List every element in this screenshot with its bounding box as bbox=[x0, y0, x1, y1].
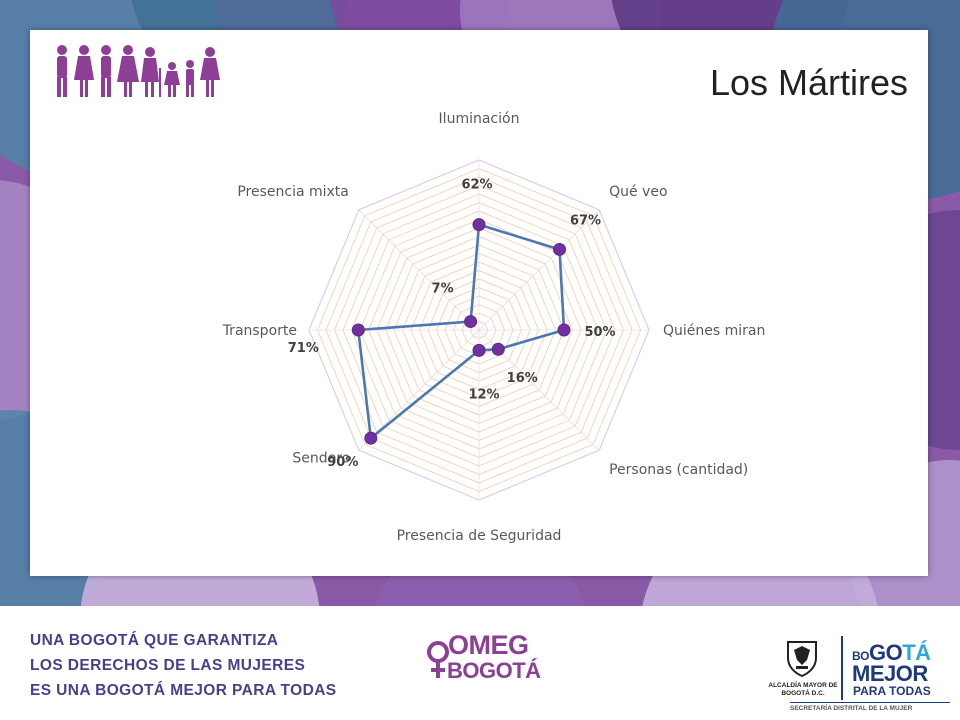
data-point-2 bbox=[557, 323, 571, 337]
axis-label-6: Transporte bbox=[222, 323, 297, 339]
alcaldia-shield-icon bbox=[787, 641, 817, 678]
data-label-2: 50% bbox=[584, 325, 615, 340]
axis-label-2: Quiénes miran bbox=[663, 323, 765, 339]
slogan-line-2: LOS DERECHOS DE LAS MUJERES bbox=[30, 657, 306, 674]
data-label-4: 12% bbox=[468, 387, 499, 402]
alcaldia-text: ALCALDÍA MAYOR DE BOGOTÁ D.C. bbox=[768, 682, 838, 697]
radar-chart: Iluminación Qué veo Quiénes miran Personas … bbox=[222, 111, 766, 544]
omeg-logo-icon bbox=[427, 641, 449, 678]
data-point-3 bbox=[491, 342, 505, 356]
data-label-5: 90% bbox=[327, 455, 358, 470]
omeg-logo-text-top: OMEG bbox=[448, 630, 529, 660]
bogota-mejor-logo-line1: BOGOTÁ bbox=[852, 640, 931, 666]
data-point-0 bbox=[472, 218, 486, 232]
bogota-mejor-logo-line3: PARA TODAS bbox=[853, 684, 931, 698]
axis-label-4: Presencia de Seguridad bbox=[397, 528, 562, 544]
data-label-0: 62% bbox=[461, 178, 492, 193]
data-point-5 bbox=[364, 431, 378, 445]
data-point-7 bbox=[464, 315, 478, 329]
data-point-6 bbox=[351, 323, 365, 337]
data-label-6: 71% bbox=[288, 341, 319, 356]
family-icon bbox=[57, 45, 220, 97]
axis-label-5: Sendero bbox=[292, 451, 350, 467]
axis-label-3: Personas (cantidad) bbox=[609, 462, 748, 478]
slogan-line-1: UNA BOGOTÁ QUE GARANTIZA bbox=[30, 632, 279, 649]
slide-title: Los Mártires bbox=[709, 62, 908, 103]
series-line bbox=[356, 223, 566, 440]
radar-series bbox=[351, 218, 571, 445]
axis-label-7: Presencia mixta bbox=[237, 184, 349, 200]
data-label-3: 16% bbox=[507, 371, 538, 386]
data-point-4 bbox=[472, 343, 486, 357]
chart-card: Iluminación Qué veo Quiénes miran Personas … bbox=[30, 30, 928, 576]
grid-spoke bbox=[358, 209, 480, 331]
data-label-1: 67% bbox=[570, 213, 601, 228]
grid-spoke bbox=[478, 209, 600, 331]
secretaria-text: SECRETARÍA DISTRITAL DE LA MUJER bbox=[790, 702, 950, 712]
data-point-1 bbox=[553, 242, 567, 256]
omeg-logo-text-bottom: BOGOTÁ bbox=[447, 658, 541, 683]
bogota-mejor-ta: TÁ bbox=[902, 640, 931, 665]
data-label-7: 7% bbox=[432, 282, 454, 297]
radar-labels: Iluminación Qué veo Quiénes miran Personas … bbox=[222, 111, 766, 544]
bogota-mejor-go: GO bbox=[869, 640, 903, 665]
bogota-mejor-logo-line2: MEJOR bbox=[852, 661, 928, 686]
footer-divider bbox=[841, 636, 843, 700]
axis-label-1: Qué veo bbox=[609, 184, 667, 200]
slogan-line-3: ES UNA BOGOTÁ MEJOR PARA TODAS bbox=[30, 682, 337, 699]
axis-label-0: Iluminación bbox=[439, 111, 520, 127]
bogota-mejor-bo: BO bbox=[852, 649, 870, 663]
